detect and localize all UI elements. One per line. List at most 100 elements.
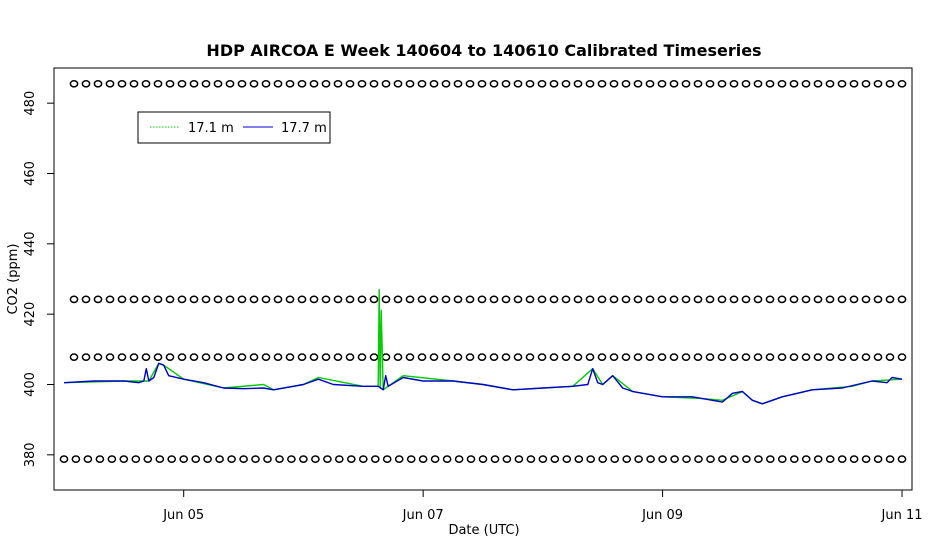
reference-point — [897, 353, 907, 361]
reference-point — [789, 455, 799, 463]
reference-point — [417, 295, 427, 304]
reference-point — [153, 353, 163, 361]
reference-point — [633, 79, 643, 88]
reference-point — [261, 79, 271, 88]
reference-point — [441, 295, 451, 304]
reference-point — [513, 295, 523, 304]
reference-point — [177, 295, 187, 304]
reference-point — [717, 353, 727, 361]
reference-point — [801, 353, 811, 361]
reference-point — [95, 455, 105, 463]
reference-point — [609, 295, 619, 304]
reference-point — [107, 455, 117, 463]
reference-point — [813, 353, 823, 361]
reference-point — [873, 295, 883, 304]
reference-point — [525, 79, 535, 88]
reference-point — [754, 455, 763, 463]
reference-point — [645, 295, 655, 304]
reference-point — [297, 79, 307, 88]
reference-point — [179, 455, 189, 463]
reference-point — [801, 295, 811, 304]
reference-point — [333, 295, 343, 304]
reference-point — [597, 295, 607, 304]
reference-point — [610, 455, 620, 463]
reference-point — [333, 79, 343, 88]
reference-point — [777, 455, 787, 463]
reference-point — [358, 455, 368, 463]
reference-point — [681, 295, 691, 304]
reference-point — [574, 455, 584, 463]
x-tick-label: Jun 09 — [641, 508, 683, 523]
legend: 17.1 m 17.7 m — [137, 111, 331, 144]
reference-point — [141, 295, 151, 304]
legend-box — [137, 111, 331, 144]
reference-point — [273, 353, 283, 361]
reference-point — [309, 353, 319, 361]
reference-point — [105, 295, 115, 304]
reference-point — [669, 353, 679, 361]
reference-point — [753, 353, 763, 361]
reference-point — [165, 295, 175, 304]
reference-point — [201, 353, 211, 361]
legend-label-17-1m: 17.1 m — [188, 121, 234, 136]
reference-point — [885, 295, 895, 304]
reference-point — [897, 295, 907, 304]
reference-point — [261, 295, 271, 304]
reference-point — [297, 295, 307, 304]
x-axis-label: Date (UTC) — [448, 523, 519, 538]
reference-point — [658, 455, 667, 463]
reference-point — [357, 79, 367, 88]
y-tick-label: 480 — [23, 91, 38, 116]
reference-point — [105, 79, 115, 88]
chart-title: HDP AIRCOA E Week 140604 to 140610 Calib… — [206, 41, 761, 60]
reference-point — [117, 295, 127, 304]
reference-point — [405, 295, 415, 304]
reference-point — [393, 295, 403, 304]
reference-point — [105, 353, 115, 361]
reference-point — [213, 353, 223, 361]
reference-point — [598, 455, 608, 463]
reference-point — [549, 295, 559, 304]
reference-point — [765, 295, 775, 304]
reference-point — [718, 455, 727, 463]
reference-point — [501, 353, 511, 361]
reference-point — [418, 455, 428, 463]
reference-point — [801, 79, 811, 88]
reference-point — [597, 353, 607, 361]
reference-point — [369, 295, 379, 304]
reference-point — [873, 455, 883, 463]
reference-point — [165, 353, 175, 361]
reference-point — [717, 295, 727, 304]
reference-point — [93, 79, 103, 88]
reference-point — [285, 79, 295, 88]
reference-point — [177, 353, 187, 361]
reference-point — [69, 79, 79, 88]
reference-point — [705, 79, 715, 88]
reference-point — [489, 295, 499, 304]
reference-point — [345, 79, 355, 88]
reference-point — [681, 79, 691, 88]
reference-point — [765, 79, 775, 88]
reference-point — [513, 79, 523, 88]
reference-point — [705, 353, 715, 361]
reference-point — [490, 455, 500, 463]
reference-points — [59, 79, 907, 463]
legend-label-17-7m: 17.7 m — [281, 121, 327, 136]
reference-point — [897, 79, 907, 88]
reference-point — [141, 79, 151, 88]
reference-point — [59, 455, 69, 463]
reference-point — [273, 79, 283, 88]
reference-point — [465, 79, 475, 88]
reference-point — [466, 455, 476, 463]
reference-point — [346, 455, 356, 463]
reference-point — [813, 295, 823, 304]
reference-point — [165, 79, 175, 88]
reference-point — [621, 79, 631, 88]
reference-point — [430, 455, 440, 463]
reference-point — [249, 353, 259, 361]
x-tick-label: Jun 11 — [881, 508, 923, 523]
reference-point — [357, 295, 367, 304]
reference-point — [189, 295, 199, 304]
reference-point — [621, 295, 631, 304]
